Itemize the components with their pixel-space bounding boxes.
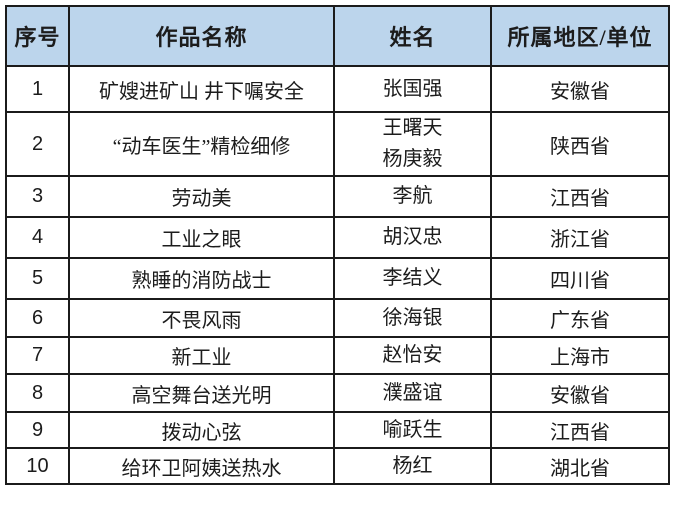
cell-title: 工业之眼 [68,216,335,259]
cell-title: 劳动美 [68,175,335,218]
cell-region: 陕西省 [490,111,670,177]
cell-name: 李航 [333,175,492,218]
table-row: 2 “动车医生”精检细修 王曙天 杨庚毅 陕西省 [5,111,670,177]
cell-no: 4 [5,216,70,259]
cell-title: 新工业 [68,336,335,375]
table-row: 7 新工业 赵怡安 上海市 [5,336,670,375]
cell-name: 张国强 [333,65,492,113]
cell-region: 湖北省 [490,447,670,485]
cell-name: 徐海银 [333,298,492,338]
cell-no: 3 [5,175,70,218]
cell-name: 濮盛谊 [333,373,492,413]
table-row: 4 工业之眼 胡汉忠 浙江省 [5,216,670,259]
table-row: 5 熟睡的消防战士 李结义 四川省 [5,257,670,300]
cell-no: 1 [5,65,70,113]
cell-region: 江西省 [490,175,670,218]
cell-title: 拨动心弦 [68,411,335,449]
cell-no: 5 [5,257,70,300]
cell-no: 7 [5,336,70,375]
cell-no: 10 [5,447,70,485]
cell-name: 杨红 [333,447,492,485]
cell-title: “动车医生”精检细修 [68,111,335,177]
cell-region: 安徽省 [490,373,670,413]
column-header-name: 姓名 [333,5,492,67]
cell-no: 9 [5,411,70,449]
cell-name: 李结义 [333,257,492,300]
cell-title: 给环卫阿姨送热水 [68,447,335,485]
table-row: 3 劳动美 李航 江西省 [5,175,670,218]
cell-region: 广东省 [490,298,670,338]
cell-region: 四川省 [490,257,670,300]
cell-region: 安徽省 [490,65,670,113]
cell-region: 江西省 [490,411,670,449]
cell-title: 矿嫂进矿山 井下嘱安全 [68,65,335,113]
table-row: 10 给环卫阿姨送热水 杨红 湖北省 [5,447,670,485]
cell-name: 王曙天 杨庚毅 [333,111,492,177]
cell-name: 赵怡安 [333,336,492,375]
cell-title: 不畏风雨 [68,298,335,338]
table-row: 6 不畏风雨 徐海银 广东省 [5,298,670,338]
cell-title: 熟睡的消防战士 [68,257,335,300]
cell-no: 8 [5,373,70,413]
table-row: 8 高空舞台送光明 濮盛谊 安徽省 [5,373,670,413]
cell-name: 胡汉忠 [333,216,492,259]
column-header-no: 序号 [5,5,70,67]
cell-no: 6 [5,298,70,338]
table-row: 1 矿嫂进矿山 井下嘱安全 张国强 安徽省 [5,65,670,113]
cell-region: 上海市 [490,336,670,375]
column-header-region: 所属地区/单位 [490,5,670,67]
cell-title: 高空舞台送光明 [68,373,335,413]
table-header-row: 序号 作品名称 姓名 所属地区/单位 [5,5,670,67]
award-winner-table: 序号 作品名称 姓名 所属地区/单位 1 矿嫂进矿山 井下嘱安全 张国强 安徽省 2 “动车医生… [5,5,670,485]
cell-name: 喻跃生 [333,411,492,449]
table-row: 9 拨动心弦 喻跃生 江西省 [5,411,670,449]
cell-no: 2 [5,111,70,177]
column-header-title: 作品名称 [68,5,335,67]
cell-region: 浙江省 [490,216,670,259]
